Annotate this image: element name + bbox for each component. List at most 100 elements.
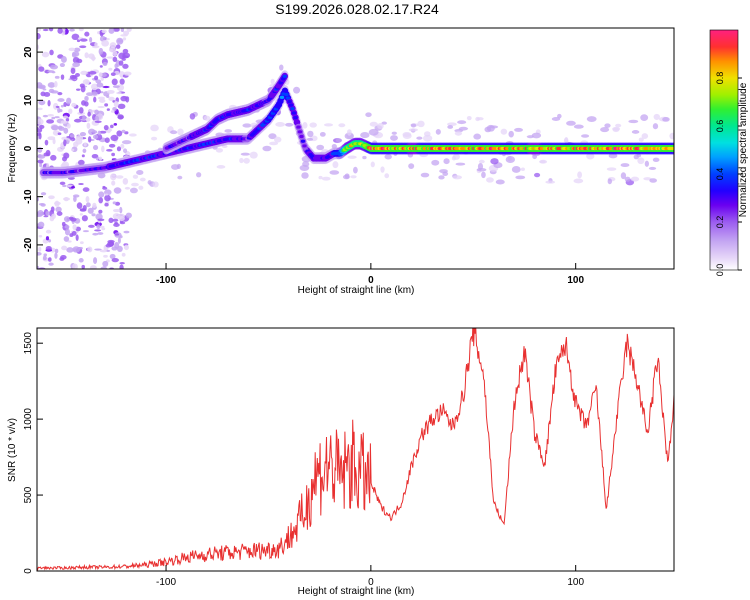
- spectrogram-halo-blob: [500, 128, 508, 135]
- colorbar-tick-label: 0.2: [715, 216, 725, 229]
- spectrogram-noise-blob: [47, 82, 56, 88]
- spectrogram-noise-blob: [107, 239, 115, 244]
- spectrogram-noise-blob: [116, 146, 122, 152]
- spectrogram-halo-blob: [350, 175, 357, 179]
- spectrogram-y-tick-label: 20: [23, 46, 34, 58]
- spectrogram-noise-blob: [39, 163, 43, 168]
- spectrogram-noise-blob: [43, 92, 51, 97]
- spectrogram-noise-blob: [91, 91, 98, 96]
- spectrogram-noise-blob: [79, 45, 87, 49]
- spectrogram-noise-blob: [112, 218, 119, 222]
- spectrogram-noise-blob: [121, 252, 126, 257]
- spectrogram-noise-blob: [99, 249, 108, 253]
- spectrogram-noise-blob: [79, 38, 88, 42]
- spectrogram-noise-blob: [108, 96, 115, 101]
- spectrogram-noise-blob: [87, 246, 93, 253]
- spectrogram-noise-blob: [52, 102, 59, 110]
- snr-x-ticks: -100 0 100: [156, 565, 584, 588]
- spectrogram-noise-blob: [50, 64, 58, 70]
- spectrogram-noise-blob: [121, 129, 126, 133]
- spectrogram-noise-blob: [110, 173, 117, 181]
- spectrogram-noise-blob: [47, 100, 51, 107]
- spectrogram-halo-blob: [368, 128, 379, 136]
- spectrogram-noise-blob: [51, 116, 56, 120]
- spectrogram-noise-blob: [91, 130, 98, 134]
- spectrogram-noise-blob: [88, 224, 95, 228]
- spectrogram-ridge-core: [284, 92, 289, 97]
- spectrogram-noise-blob: [119, 261, 125, 265]
- spectrogram-halo-blob: [652, 157, 660, 163]
- spectrogram-noise-blob: [98, 47, 104, 55]
- spectrogram-noise-blob: [66, 184, 73, 188]
- spectrogram-noise-blob: [111, 174, 116, 177]
- spectrogram-noise-blob: [123, 244, 129, 251]
- spectrogram-noise-blob: [64, 225, 70, 229]
- spectrogram-noise-blob: [120, 34, 128, 37]
- spectrogram-halo-blob: [224, 129, 232, 133]
- spectrogram-noise-blob: [63, 139, 67, 147]
- spectrogram-noise-blob: [93, 96, 97, 103]
- spectrogram-noise-blob: [94, 42, 98, 48]
- spectrogram-noise-blob: [37, 223, 41, 227]
- spectrogram-noise-blob: [71, 231, 77, 236]
- spectrogram-noise-blob: [98, 96, 105, 100]
- spectrogram-noise-blob: [69, 74, 77, 80]
- spectrogram-halo-blob: [628, 119, 639, 124]
- spectrogram-noise-blob: [72, 62, 80, 68]
- spectrogram-noise-blob: [76, 88, 81, 91]
- spectrogram-noise-blob: [109, 253, 116, 259]
- spectrogram-noise-blob: [37, 197, 40, 202]
- spectrogram-noise-blob: [72, 246, 81, 253]
- spectrogram-ridge-core: [294, 120, 300, 124]
- spectrogram-ridge-core: [302, 144, 307, 148]
- spectrogram-noise-blob: [105, 243, 112, 248]
- spectrogram-halo-blob: [455, 162, 466, 166]
- spectrogram-halo-blob: [539, 159, 548, 164]
- spectrogram-halo-blob: [138, 185, 144, 190]
- colorbar-tick-label: 0.0: [715, 264, 725, 277]
- spectrogram-noise-blob: [110, 134, 119, 142]
- spectrogram-noise-blob: [97, 218, 105, 222]
- spectrogram-noise-blob: [109, 42, 117, 49]
- spectrogram-halo-blob: [653, 113, 660, 121]
- spectrogram-halo-blob: [408, 163, 415, 170]
- spectrogram-ridge-core: [285, 96, 291, 100]
- spectrogram-noise-blob: [122, 177, 129, 185]
- spectrogram-noise-blob: [66, 97, 72, 105]
- spectrogram-noise-blob: [121, 55, 130, 59]
- spectrogram-noise-blob: [81, 264, 85, 269]
- spectrogram-noise-blob: [38, 246, 42, 252]
- spectrogram-x-tick-label: -100: [156, 275, 176, 286]
- spectrogram-halo-blob: [274, 136, 282, 143]
- spectrogram-halo-blob: [612, 127, 620, 133]
- spectrogram-noise-blob: [106, 89, 115, 94]
- spectrogram-noise-blob: [95, 79, 102, 84]
- spectrogram-halo-blob: [239, 157, 244, 164]
- spectrogram-noise-blob: [42, 28, 49, 32]
- spectrogram-noise-blob: [76, 202, 83, 210]
- spectrogram-noise-blob: [47, 257, 52, 262]
- spectrogram-halo-blob: [669, 132, 674, 140]
- spectrogram-halo-blob: [422, 134, 433, 142]
- spectrogram-noise-blob: [82, 205, 87, 211]
- spectrogram-noise-blob: [42, 88, 47, 91]
- spectrogram-halo-blob: [150, 124, 159, 132]
- spectrogram-noise-blob: [54, 200, 60, 207]
- spectrogram-noise-blob: [117, 39, 124, 43]
- spectrogram-noise-blob: [38, 235, 43, 238]
- spectrogram-noise-blob: [78, 246, 83, 250]
- spectrogram-halo-blob: [624, 176, 631, 182]
- spectrogram-halo-blob: [533, 172, 541, 178]
- spectrogram-noise-blob: [48, 28, 54, 32]
- spectrogram-noise-blob: [57, 132, 62, 136]
- spectrogram-noise-blob: [119, 78, 125, 85]
- spectrogram-noise-blob: [55, 206, 62, 213]
- spectrogram-halo-blob: [136, 170, 144, 175]
- spectrogram-noise-blob: [114, 63, 119, 69]
- spectrogram-halo-blob: [551, 117, 561, 121]
- spectrogram-noise-blob: [106, 149, 113, 152]
- snr-x-tick-label: 100: [567, 577, 584, 588]
- spectrogram-noise-blob: [62, 197, 71, 201]
- spectrogram-halo-blob: [269, 141, 279, 146]
- spectrogram-noise-blob: [37, 154, 46, 159]
